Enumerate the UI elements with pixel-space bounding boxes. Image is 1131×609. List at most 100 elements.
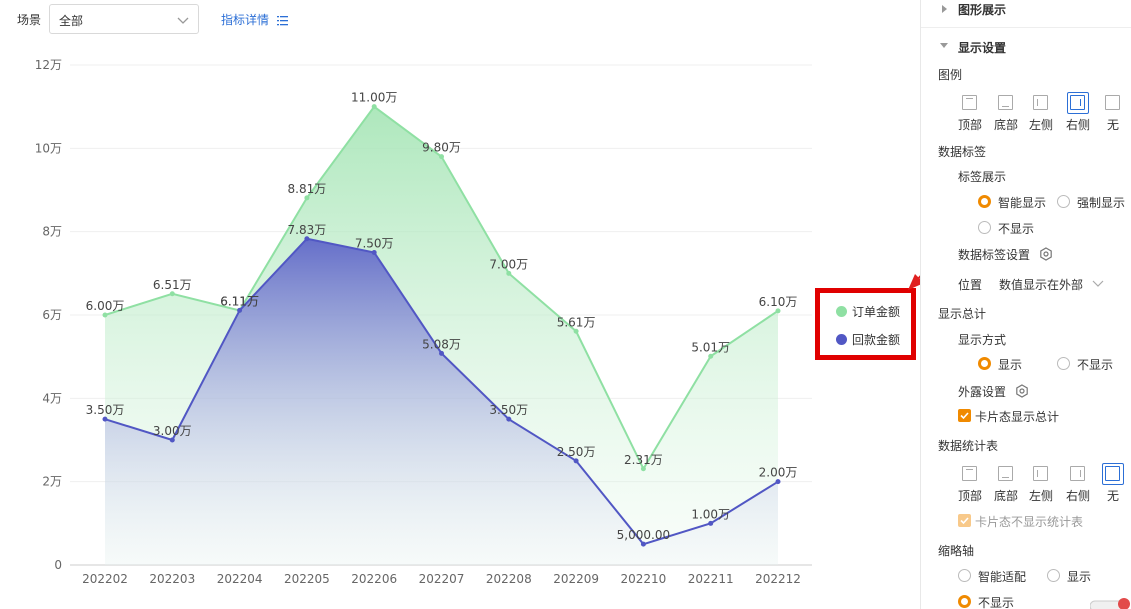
layout-icon-bar [1037,470,1038,477]
y-tick-label: 10万 [35,141,62,155]
legend-layout-option-4[interactable] [1102,92,1124,114]
exposure-setting-title: 外露设置 [958,385,1007,399]
stat-layout-option-4[interactable] [1102,463,1124,485]
radio-force-display[interactable] [1057,195,1070,208]
series-area-payment-amount [105,238,778,565]
data-point[interactable] [439,154,444,160]
layout-icon [1033,466,1048,481]
data-point[interactable] [573,458,579,464]
chevron-down-icon [177,17,189,24]
legend-layout-option-label: 底部 [993,118,1018,132]
legend-layout-option-2[interactable] [1030,92,1052,114]
data-point[interactable] [439,350,444,356]
data-label: 9.80万 [422,141,461,155]
data-point[interactable] [708,353,714,359]
data-point[interactable] [506,270,512,276]
legend-item-payment[interactable]: 回款金额 [836,331,900,348]
radio-thumb-show[interactable] [1047,569,1060,582]
legend-dot-payment [836,334,847,345]
legend-label-order: 订单金额 [852,305,901,319]
data-point[interactable] [304,195,310,201]
legend-layout-option-label: 右侧 [1065,118,1090,132]
caret-right-icon [942,5,947,13]
divider [921,27,1131,28]
data-point[interactable] [640,466,646,472]
position-select[interactable]: 数值显示在外部 [999,278,1084,292]
data-point[interactable] [573,328,579,334]
layout-icon-bar [1080,470,1081,477]
x-tick-label: 202208 [486,572,532,586]
settings-icon[interactable] [1039,247,1053,261]
stat-layout-option-3[interactable] [1067,463,1089,485]
layout-icon-bar [966,469,973,470]
data-point[interactable] [304,236,310,242]
data-label: 7.83万 [288,223,327,237]
legend-layout-option-3[interactable] [1067,92,1089,114]
radio-smart-display[interactable] [978,195,991,208]
data-label: 2.50万 [557,445,596,459]
stat-layout-option-0[interactable] [959,463,981,485]
radio-thumb-hide[interactable] [958,595,971,608]
radio-hide-total[interactable] [1057,357,1070,370]
card-no-table-label: 卡片态不显示统计表 [975,515,1084,529]
layout-icon [998,466,1013,481]
x-tick-label: 202202 [82,572,128,586]
data-label: 5.01万 [691,340,730,354]
data-point[interactable] [102,416,108,422]
stat-layout-option-label: 左侧 [1028,489,1053,503]
help-badge-icon[interactable] [1090,598,1131,609]
data-point[interactable] [371,250,377,255]
legend-layout-option-0[interactable] [959,92,981,114]
data-point[interactable] [775,479,781,485]
graph-display-section[interactable]: 图形展示 [958,3,1007,17]
legend-layout-option-1[interactable] [995,92,1017,114]
stat-layout-option-2[interactable] [1030,463,1052,485]
force-display-label: 强制显示 [1077,196,1126,210]
thumb-hide-label: 不显示 [978,596,1015,609]
scene-select-value: 全部 [59,14,84,28]
data-point[interactable] [102,312,108,318]
radio-no-display[interactable] [978,221,991,234]
display-settings-section[interactable]: 显示设置 [958,41,1007,55]
y-tick-label: 12万 [35,58,62,72]
settings-panel: 图形展示 显示设置 图例 数据标签 标签展示 智能显示 强制显示 不显示 数据标… [920,0,1131,609]
card-no-table-checkbox[interactable] [958,514,971,527]
scene-select[interactable]: 全部 [49,4,199,34]
layout-icon [998,95,1013,110]
card-total-checkbox[interactable] [958,409,971,422]
data-label: 3.50万 [86,403,125,417]
no-display-label: 不显示 [998,222,1035,236]
settings-icon[interactable] [1015,384,1029,398]
metric-detail-link[interactable]: 指标详情 [221,11,288,28]
radio-show-total[interactable] [978,357,991,370]
legend-item-order[interactable]: 订单金额 [836,303,900,320]
legend-setting-label: 图例 [938,68,963,82]
data-point[interactable] [237,307,243,313]
stat-layout-option-1[interactable] [995,463,1017,485]
data-label: 5,000.00 [617,528,670,542]
data-point[interactable] [371,104,377,110]
radio-thumb-smart[interactable] [958,569,971,582]
layout-icon [962,95,977,110]
data-point[interactable] [506,416,512,422]
x-tick-label: 202206 [351,572,397,586]
thumb-show-label: 显示 [1067,570,1092,584]
data-label: 6.00万 [86,299,125,313]
data-label: 1.00万 [691,507,730,521]
y-tick-label: 4万 [42,391,62,405]
legend-dot-order [836,306,847,317]
data-label-setting-title: 数据标签设置 [958,248,1031,262]
x-tick-label: 202210 [620,572,666,586]
x-tick-label: 202209 [553,572,599,586]
show-mode-title: 显示方式 [958,333,1007,347]
data-point[interactable] [169,437,175,443]
data-point[interactable] [169,291,175,297]
data-point[interactable] [640,541,646,547]
x-tick-label: 202207 [419,572,465,586]
chevron-down-icon [1092,280,1104,287]
label-display-title: 标签展示 [958,170,1007,184]
data-point[interactable] [708,520,714,526]
data-point[interactable] [775,308,781,314]
stat-layout-option-label: 顶部 [957,489,982,503]
layout-icon [1070,95,1085,110]
